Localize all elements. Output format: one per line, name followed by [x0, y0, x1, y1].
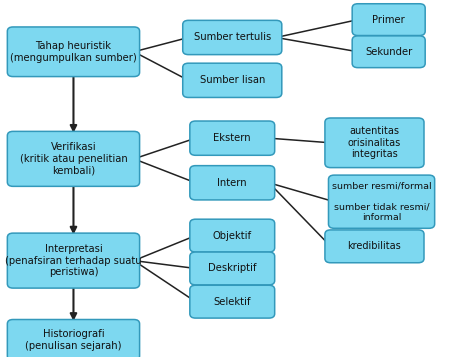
Text: Verifikasi
(kritik atau penelitian
kembali): Verifikasi (kritik atau penelitian kemba… — [19, 142, 128, 175]
FancyBboxPatch shape — [352, 4, 425, 36]
Text: Deskriptif: Deskriptif — [208, 263, 256, 273]
Text: Sumber tertulis: Sumber tertulis — [194, 32, 271, 42]
Text: Selektif: Selektif — [213, 297, 251, 307]
FancyBboxPatch shape — [190, 121, 274, 155]
FancyBboxPatch shape — [7, 27, 140, 77]
FancyBboxPatch shape — [352, 36, 425, 68]
Text: kredibilitas: kredibilitas — [347, 241, 401, 251]
FancyBboxPatch shape — [7, 320, 140, 357]
FancyBboxPatch shape — [325, 230, 424, 263]
Text: sumber resmi/formal

sumber tidak resmi/
informal: sumber resmi/formal sumber tidak resmi/ … — [332, 182, 431, 222]
Text: Intern: Intern — [218, 178, 247, 188]
Text: Sumber lisan: Sumber lisan — [200, 75, 265, 85]
FancyBboxPatch shape — [190, 166, 274, 200]
Text: Ekstern: Ekstern — [213, 133, 251, 143]
FancyBboxPatch shape — [328, 175, 435, 228]
Text: Tahap heuristik
(mengumpulkan sumber): Tahap heuristik (mengumpulkan sumber) — [10, 41, 137, 62]
FancyBboxPatch shape — [190, 219, 274, 252]
Text: Sekunder: Sekunder — [365, 47, 412, 57]
FancyBboxPatch shape — [7, 233, 140, 288]
FancyBboxPatch shape — [190, 285, 274, 318]
Text: Historiografi
(penulisan sejarah): Historiografi (penulisan sejarah) — [25, 329, 122, 351]
Text: autentitas
orisinalitas
integritas: autentitas orisinalitas integritas — [348, 126, 401, 159]
Text: Objektif: Objektif — [213, 231, 252, 241]
FancyBboxPatch shape — [190, 252, 274, 285]
Text: Primer: Primer — [372, 15, 405, 25]
Text: Interpretasi
(penafsiran terhadap suatu
peristiwa): Interpretasi (penafsiran terhadap suatu … — [5, 244, 142, 277]
FancyBboxPatch shape — [7, 131, 140, 186]
FancyBboxPatch shape — [325, 118, 424, 168]
FancyBboxPatch shape — [182, 20, 282, 55]
FancyBboxPatch shape — [182, 63, 282, 97]
